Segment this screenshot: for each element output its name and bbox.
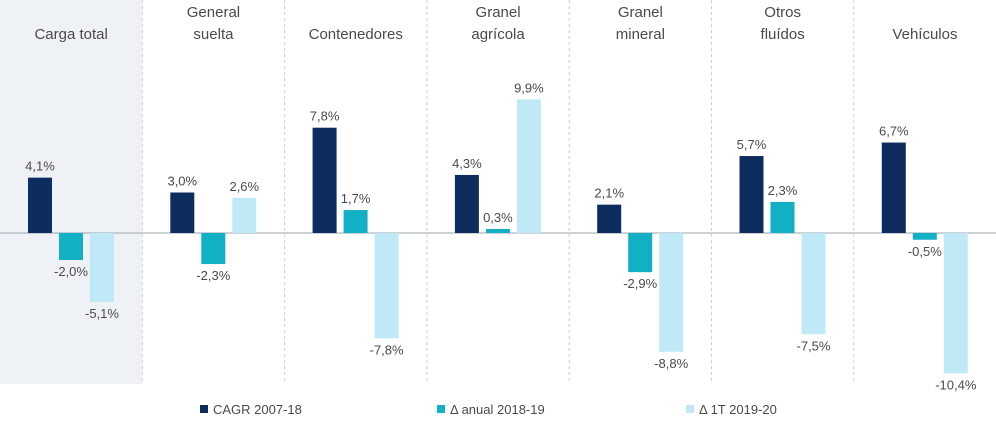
bar [485, 228, 510, 233]
data-label: 0,3% [483, 210, 513, 225]
bar [59, 233, 83, 260]
data-label: -2,3% [196, 268, 230, 283]
bar [770, 201, 795, 233]
data-label: -8,8% [654, 356, 688, 371]
data-label: 4,1% [25, 159, 55, 174]
data-label: 4,3% [452, 156, 482, 171]
bar [90, 233, 114, 302]
data-label: -10,4% [935, 377, 977, 392]
legend-label: CAGR 2007-18 [213, 402, 302, 417]
data-label: -0,5% [908, 244, 942, 259]
bar [739, 156, 764, 233]
legend-swatch [686, 405, 694, 413]
bar [312, 127, 337, 233]
data-label: -7,5% [797, 338, 831, 353]
category-label: mineral [616, 26, 665, 43]
bar [374, 233, 399, 339]
data-label: -5,1% [85, 306, 119, 321]
bar [597, 204, 622, 233]
category-label: fluídos [761, 26, 805, 43]
data-label: 1,7% [341, 191, 371, 206]
data-label: -7,8% [370, 342, 404, 357]
data-label: 5,7% [737, 137, 767, 152]
data-label: 6,7% [879, 124, 909, 139]
category-label: Granel [476, 4, 521, 21]
data-label: 2,1% [594, 186, 624, 201]
category-label: Vehículos [892, 26, 957, 43]
data-label: 2,6% [229, 179, 259, 194]
bar [232, 197, 257, 233]
category-label: Otros [764, 4, 801, 21]
legend-swatch [437, 405, 445, 413]
legend-swatch [200, 405, 208, 413]
bar [170, 192, 195, 233]
legend-label: Δ anual 2018-19 [450, 402, 545, 417]
bar [943, 233, 968, 374]
data-label: 2,3% [768, 183, 798, 198]
highlight-column [0, 0, 143, 384]
category-label: Carga total [34, 26, 107, 43]
bar [912, 233, 937, 240]
data-label: -2,9% [623, 276, 657, 291]
category-label: General [187, 4, 240, 21]
data-label: 7,8% [310, 109, 340, 124]
data-label: 3,0% [167, 174, 197, 189]
bar [881, 142, 906, 233]
bar [628, 233, 653, 273]
bar [28, 177, 52, 233]
legend-label: Δ 1T 2019-20 [699, 402, 777, 417]
bar [516, 99, 541, 233]
data-label: -2,0% [54, 264, 88, 279]
bar [201, 233, 226, 265]
category-label: agrícola [471, 26, 525, 43]
bar [343, 210, 368, 233]
bar [454, 174, 479, 233]
data-label: 9,9% [514, 80, 544, 95]
category-label: Contenedores [309, 26, 403, 43]
bar [659, 233, 684, 352]
category-label: Granel [618, 4, 663, 21]
category-label: suelta [193, 26, 234, 43]
bar [801, 233, 826, 335]
